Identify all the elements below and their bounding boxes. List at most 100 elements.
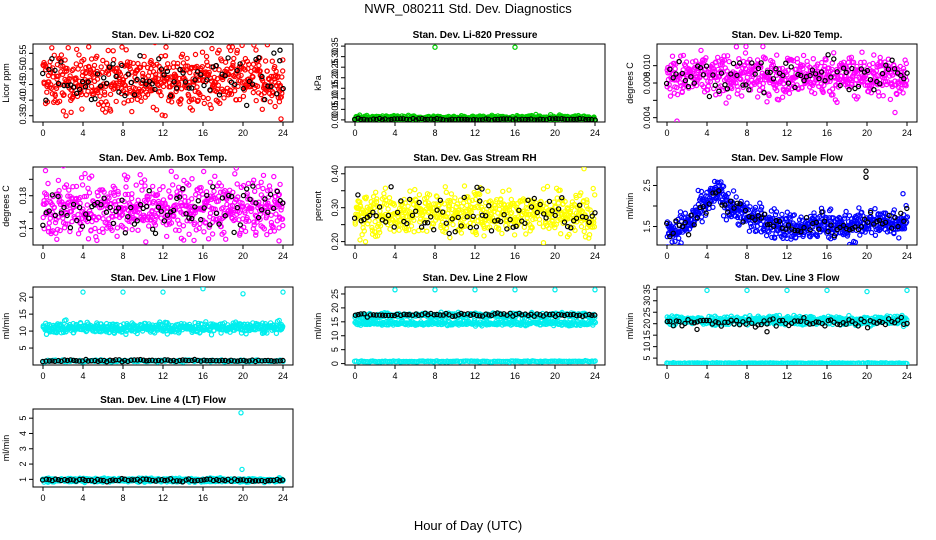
- point-all: [900, 90, 906, 96]
- point-all: [172, 227, 179, 233]
- point-all: [159, 112, 165, 118]
- point-all: [234, 50, 240, 56]
- point-hourly: [716, 188, 722, 194]
- point-all: [254, 68, 260, 74]
- y-tick-label: 0.010: [642, 54, 652, 77]
- point-all: [279, 74, 285, 80]
- point-hourly: [577, 202, 583, 208]
- point-all: [251, 188, 258, 194]
- point-all: [235, 194, 241, 200]
- point-all: [236, 209, 243, 216]
- y-tick-label: 0.004: [642, 106, 652, 129]
- point-hourly: [673, 218, 679, 224]
- point-hourly: [243, 186, 250, 192]
- point-hourly: [424, 219, 431, 226]
- point-hourly: [265, 83, 271, 89]
- point-all: [584, 197, 590, 203]
- point-all: [855, 212, 861, 218]
- point-all: [472, 196, 479, 203]
- point-all: [279, 86, 285, 93]
- point-hourly: [541, 211, 547, 217]
- point-all: [119, 44, 125, 50]
- point-hourly: [682, 219, 688, 226]
- point-all: [685, 216, 692, 222]
- data-points: [663, 44, 910, 122]
- point-all: [49, 45, 55, 51]
- point-all: [42, 167, 49, 174]
- point-all: [831, 50, 837, 56]
- point-hourly: [547, 115, 553, 122]
- point-hourly: [207, 87, 213, 93]
- point-all: [883, 210, 889, 216]
- point-all: [453, 203, 459, 210]
- point-hourly: [255, 214, 262, 221]
- point-hourly: [467, 117, 473, 122]
- point-hourly: [262, 196, 268, 202]
- point-hourly: [40, 70, 46, 77]
- x-tick-label: 24: [590, 251, 600, 261]
- point-all: [747, 204, 753, 210]
- point-all: [235, 73, 242, 79]
- point-all: [469, 204, 475, 211]
- point-all: [811, 210, 817, 216]
- point-all: [260, 172, 267, 179]
- point-all: [182, 76, 188, 83]
- point-all: [417, 219, 423, 225]
- point-all: [215, 198, 221, 204]
- point-all: [716, 91, 723, 97]
- point-hourly: [459, 116, 465, 122]
- point-hourly: [589, 213, 595, 219]
- point-all: [250, 177, 257, 183]
- point-hourly: [855, 226, 862, 233]
- point-all: [272, 63, 278, 70]
- point-all: [752, 204, 759, 211]
- point-hourly: [464, 116, 470, 122]
- point-all: [276, 238, 282, 244]
- point-all: [173, 88, 179, 95]
- point-all: [736, 56, 742, 62]
- point-all: [174, 60, 181, 67]
- point-all: [872, 205, 878, 212]
- point-all: [242, 162, 246, 166]
- point-all: [900, 190, 906, 197]
- point-all: [738, 76, 744, 83]
- point-all: [251, 44, 257, 48]
- point-hourly: [528, 204, 535, 210]
- x-tick-label: 16: [510, 128, 520, 138]
- point-hourly: [889, 57, 895, 63]
- point-hourly: [846, 86, 852, 93]
- point-hourly: [413, 117, 419, 122]
- point-hourly: [189, 215, 195, 222]
- point-hourly: [785, 222, 792, 228]
- point-all: [277, 82, 283, 89]
- point-hourly: [274, 91, 280, 97]
- point-all: [430, 221, 437, 227]
- point-all: [83, 193, 90, 200]
- point-all: [73, 183, 80, 190]
- point-hourly: [391, 116, 397, 122]
- point-all: [544, 183, 551, 190]
- point-hourly: [437, 197, 443, 203]
- point-all: [236, 96, 243, 103]
- point-hourly: [397, 116, 404, 122]
- point-all: [114, 233, 120, 239]
- x-tick-label: 4: [704, 128, 709, 138]
- point-hourly: [531, 195, 538, 202]
- point-all: [239, 60, 246, 66]
- point-all: [43, 64, 49, 70]
- point-hourly: [798, 228, 804, 235]
- point-all: [69, 218, 75, 225]
- point-all: [820, 89, 826, 96]
- y-tick-label: 0.55: [18, 45, 28, 63]
- point-all: [776, 97, 782, 103]
- x-tick-label: 12: [470, 251, 480, 261]
- point-hourly: [67, 224, 74, 231]
- point-all: [54, 226, 61, 233]
- point-hourly: [164, 68, 171, 75]
- point-hourly: [885, 66, 892, 73]
- point-hourly: [358, 218, 364, 224]
- point-all: [240, 93, 247, 100]
- point-all: [448, 191, 455, 197]
- point-hourly: [492, 218, 498, 224]
